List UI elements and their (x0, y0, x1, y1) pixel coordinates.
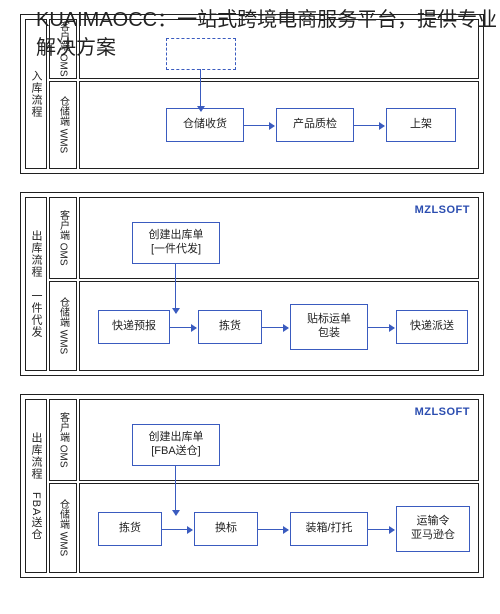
flow-node: 拣货 (98, 512, 162, 546)
arrow-down-icon (175, 263, 176, 313)
panels-wrap: 入库流程 客户端 OMS 仓储端 WMS 仓储收货产品质检上架 出库流程 一件代… (20, 14, 484, 596)
panel2-lane-top: MZLSOFT 创建出库单[一件代发] (79, 197, 479, 279)
panel-outbound-drop: 出库流程 一件代发 客户端 OMS 仓储端 WMS MZLSOFT 创建出库单[… (20, 192, 484, 376)
arrow-right-icon (368, 529, 394, 530)
flow-node: 产品质检 (276, 108, 354, 142)
panel1-lane-bot: 仓储收货产品质检上架 (79, 81, 479, 169)
panel2-lane-bot: 快递预报拣货贴标运单包装快递派送 (79, 281, 479, 371)
panel3-col2-top: 客户端 OMS (49, 399, 77, 481)
arrow-right-icon (244, 125, 274, 126)
arrow-right-icon (170, 327, 196, 328)
flow-node: 换标 (194, 512, 258, 546)
flow-node: 上架 (386, 108, 456, 142)
flow-node: 创建出库单[FBA送仓] (132, 424, 220, 466)
panel1-col2-bot: 仓储端 WMS (49, 81, 77, 169)
flow-node: 快递派送 (396, 310, 468, 344)
flow-node: 运输令亚马逊仓 (396, 506, 470, 552)
panel2-col2-bot: 仓储端 WMS (49, 281, 77, 371)
brand-label: MZLSOFT (415, 406, 470, 418)
arrow-right-icon (368, 327, 394, 328)
flow-node: 贴标运单包装 (290, 304, 368, 350)
arrow-right-icon (354, 125, 384, 126)
panel3-lane-top: MZLSOFT 创建出库单[FBA送仓] (79, 399, 479, 481)
arrow-down-icon (200, 69, 201, 111)
brand-label: MZLSOFT (415, 204, 470, 216)
flow-node: 快递预报 (98, 310, 170, 344)
arrow-down-icon (175, 465, 176, 515)
panel3-left-label: 出库流程 FBA送仓 (25, 399, 47, 573)
flow-node: 仓储收货 (166, 108, 244, 142)
flow-node: 创建出库单[一件代发] (132, 222, 220, 264)
panel3-col2-bot: 仓储端 WMS (49, 483, 77, 573)
arrow-right-icon (258, 529, 288, 530)
panel-outbound-fba: 出库流程 FBA送仓 客户端 OMS 仓储端 WMS MZLSOFT 创建出库单… (20, 394, 484, 578)
flow-node: 装箱/打托 (290, 512, 368, 546)
panel2-col2-top: 客户端 OMS (49, 197, 77, 279)
arrow-right-icon (162, 529, 192, 530)
flow-node: 拣货 (198, 310, 262, 344)
panel3-lane-bot: 拣货换标装箱/打托运输令亚马逊仓 (79, 483, 479, 573)
page-title: KUAIMAOCC：一站式跨境电商服务平台，提供专业解决方案 (36, 6, 500, 62)
panel2-left-label: 出库流程 一件代发 (25, 197, 47, 371)
arrow-right-icon (262, 327, 288, 328)
